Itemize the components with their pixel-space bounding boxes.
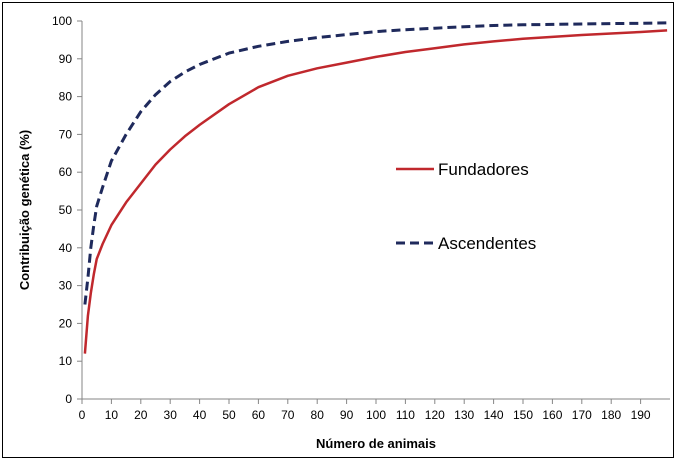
axes: 0 10 20 30 40 50 60 70 80 90 100 0 10 20 30 40 50 60 70 80 9…: [52, 14, 670, 422]
legend-label-ascendentes: Ascendentes: [438, 234, 536, 253]
y-tick-label: 80: [59, 90, 73, 104]
y-tick-label: 50: [59, 203, 73, 217]
chart-frame: 0 10 20 30 40 50 60 70 80 90 100 0 10 20 30 40 50 60 70 80 9…: [2, 2, 674, 458]
x-tick-label: 30: [164, 408, 178, 422]
x-tick-label: 40: [193, 408, 207, 422]
y-tick-label: 70: [59, 127, 73, 141]
x-tick-label: 120: [425, 408, 445, 422]
y-tick-label: 60: [59, 165, 73, 179]
x-tick-label: 110: [396, 408, 415, 422]
legend: Fundadores Ascendentes: [396, 160, 536, 253]
legend-label-fundadores: Fundadores: [438, 160, 529, 179]
x-tick-label: 60: [252, 408, 266, 422]
x-tick-label: 10: [105, 408, 119, 422]
y-tick-label: 20: [59, 316, 73, 330]
x-tick-label: 170: [572, 408, 592, 422]
y-axis-title: Contribuição genética (%): [17, 130, 32, 290]
x-tick-label: 0: [79, 408, 86, 422]
x-tick-label: 50: [222, 408, 236, 422]
x-tick-label: 100: [366, 408, 386, 422]
x-tick-label: 180: [601, 408, 621, 422]
series-line-fundadores: [83, 29, 668, 354]
x-tick-label: 160: [542, 408, 562, 422]
y-tick-label: 40: [59, 241, 73, 255]
y-tick-label: 90: [59, 52, 73, 66]
line-chart: 0 10 20 30 40 50 60 70 80 90 100 0 10 20 30 40 50 60 70 80 9…: [17, 14, 670, 451]
x-axis-title: Número de animais: [316, 436, 436, 451]
x-tick-label: 130: [454, 408, 474, 422]
series-line-ascendentes: [83, 21, 668, 305]
x-tick-label: 70: [281, 408, 295, 422]
x-tick-label: 20: [134, 408, 148, 422]
y-tick-label: 30: [59, 279, 73, 293]
x-tick-label: 140: [484, 408, 504, 422]
x-tick-label: 190: [631, 408, 651, 422]
y-tick-label: 100: [52, 14, 72, 28]
y-tick-label: 0: [65, 392, 72, 406]
x-tick-label: 150: [513, 408, 533, 422]
x-tick-label: 90: [340, 408, 354, 422]
plot-area: [83, 21, 668, 354]
y-tick-label: 10: [59, 354, 73, 368]
x-tick-label: 80: [311, 408, 325, 422]
